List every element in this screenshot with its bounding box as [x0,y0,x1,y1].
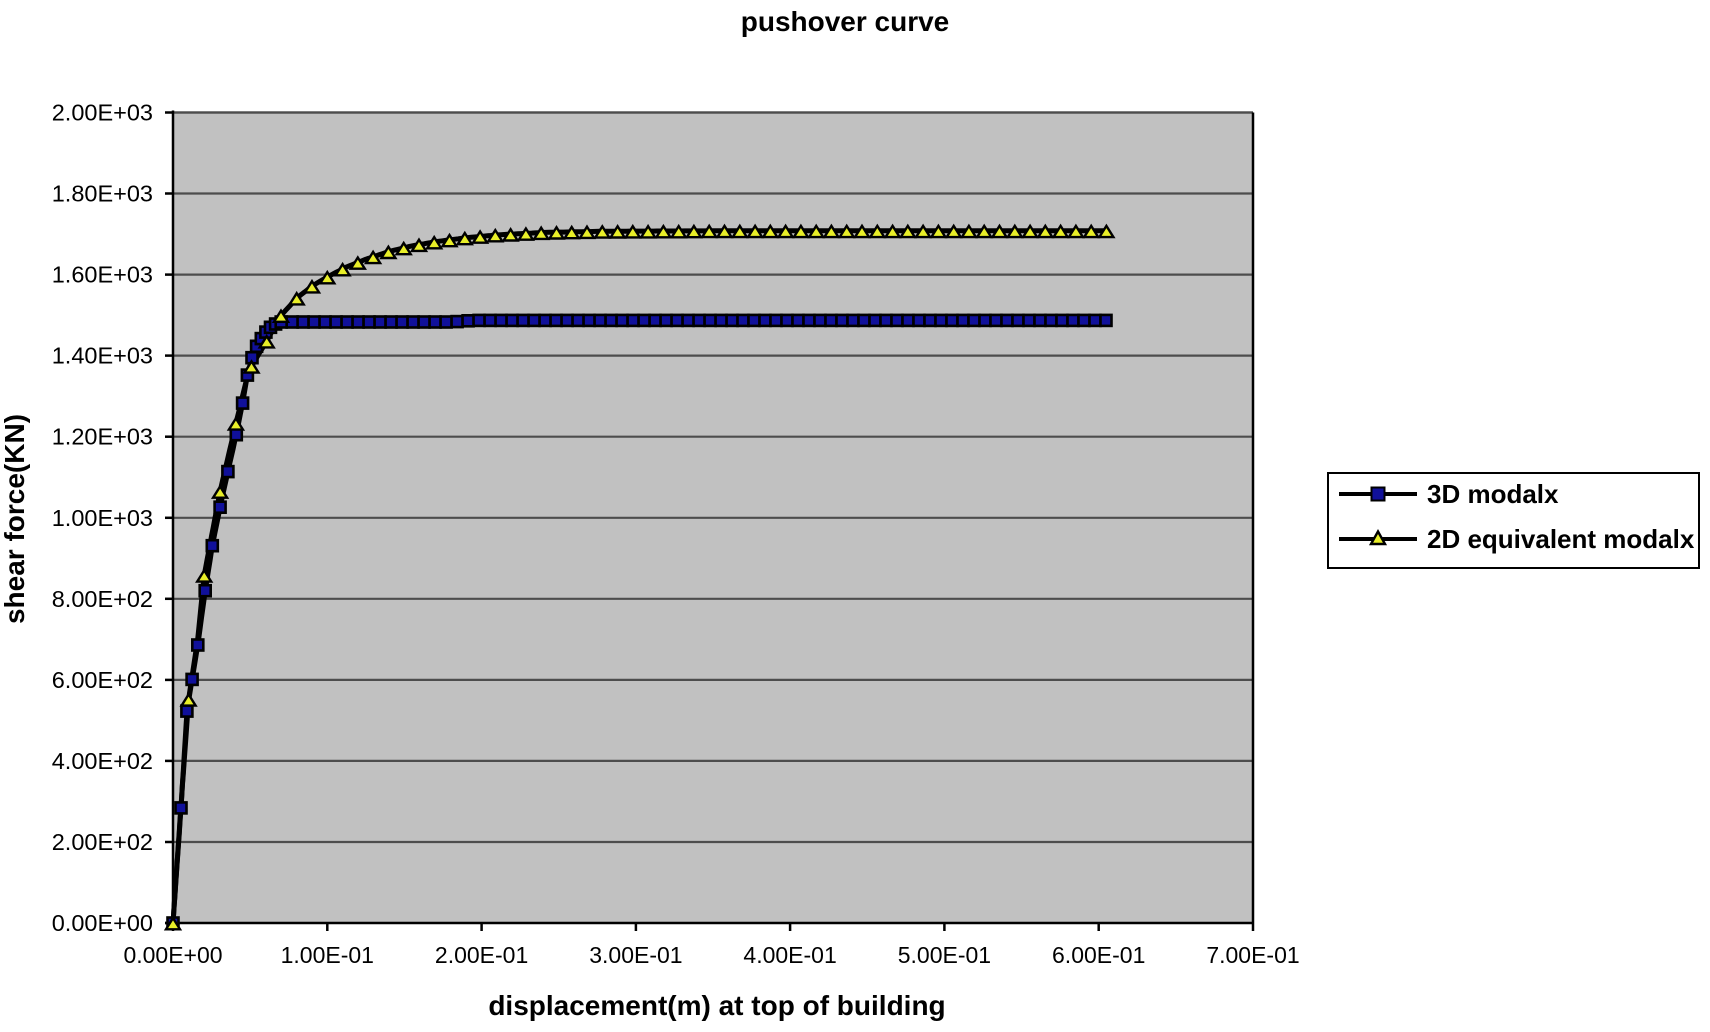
svg-text:2.00E-01: 2.00E-01 [435,942,528,968]
svg-text:2.00E+03: 2.00E+03 [52,100,153,126]
svg-text:1.00E-01: 1.00E-01 [281,942,374,968]
svg-text:shear force(KN): shear force(KN) [0,414,30,624]
svg-text:1.00E+03: 1.00E+03 [52,505,153,531]
svg-text:1.20E+03: 1.20E+03 [52,424,153,450]
svg-text:1.60E+03: 1.60E+03 [52,262,153,288]
svg-text:pushover curve: pushover curve [741,6,950,37]
svg-text:1.80E+03: 1.80E+03 [52,181,153,207]
svg-text:1.40E+03: 1.40E+03 [52,343,153,369]
svg-text:0.00E+00: 0.00E+00 [123,942,222,968]
svg-text:8.00E+02: 8.00E+02 [52,586,153,612]
svg-text:6.00E+02: 6.00E+02 [52,667,153,693]
svg-text:2D equivalent modalx: 2D equivalent modalx [1427,524,1695,554]
svg-text:0.00E+00: 0.00E+00 [52,910,153,936]
svg-text:6.00E-01: 6.00E-01 [1052,942,1145,968]
svg-text:5.00E-01: 5.00E-01 [898,942,991,968]
svg-text:4.00E+02: 4.00E+02 [52,748,153,774]
svg-text:3D modalx: 3D modalx [1427,479,1559,509]
svg-text:3.00E-01: 3.00E-01 [589,942,682,968]
svg-text:4.00E-01: 4.00E-01 [743,942,836,968]
svg-text:2.00E+02: 2.00E+02 [52,829,153,855]
svg-text:7.00E-01: 7.00E-01 [1206,942,1299,968]
svg-text:displacement(m) at top of buil: displacement(m) at top of building [488,990,945,1021]
